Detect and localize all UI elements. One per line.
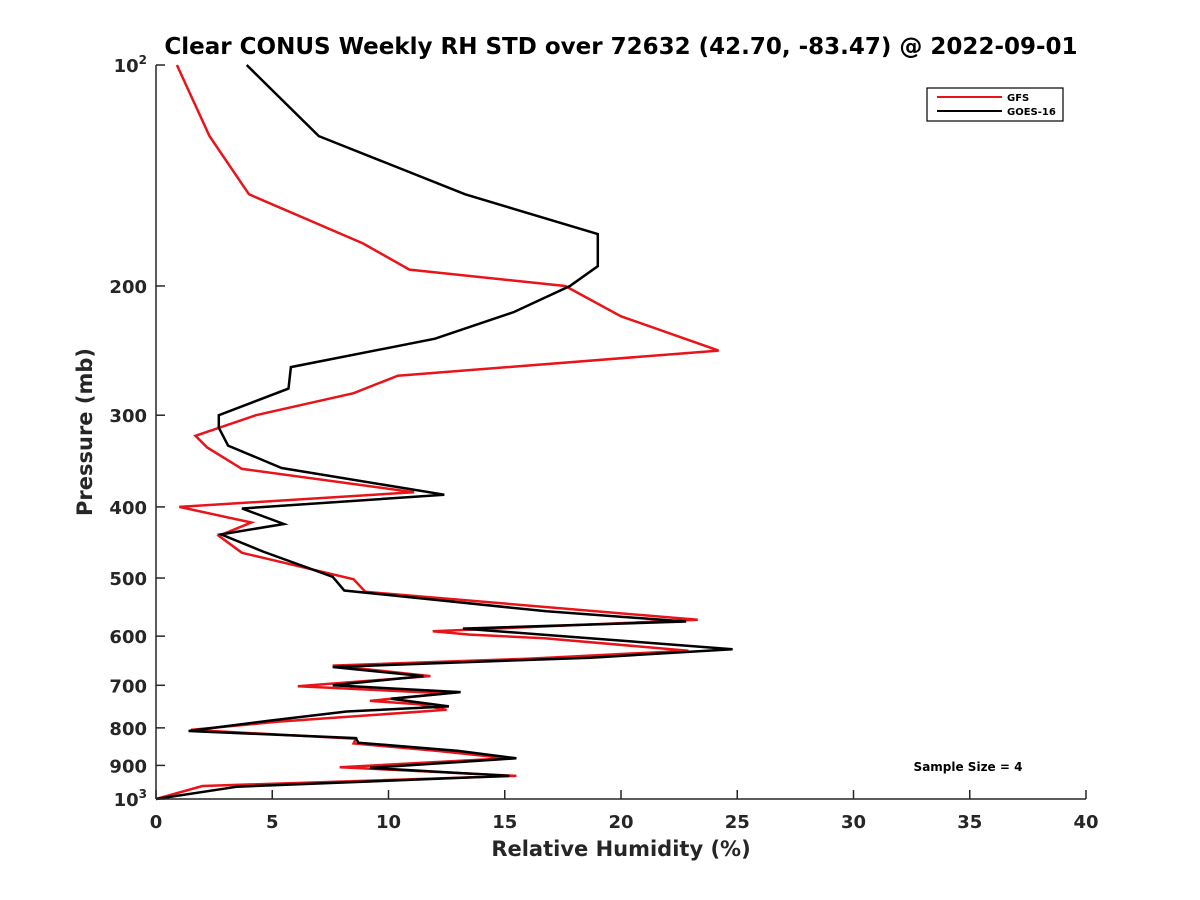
x-tick-label: 30 [841,812,866,833]
y-tick-label: 200 [109,277,147,298]
y-tick-label: 700 [109,676,147,697]
x-tick-label: 5 [266,812,279,833]
x-tick-label: 15 [492,812,517,833]
y-tick-label: 400 [109,498,147,519]
plot-series [155,64,733,801]
sample-size-annotation: Sample Size = 4 [914,760,1023,774]
y-tick-label: 600 [109,627,147,648]
x-tick-label: 0 [150,812,163,833]
y-tick-label: 300 [109,406,147,427]
y-tick-label: 900 [109,756,147,777]
legend-box [926,87,1064,122]
x-ticks: 0 5 10 15 20 25 30 35 40 [150,790,1099,833]
x-tick-label: 10 [376,812,401,833]
x-tick-label: 25 [725,812,750,833]
x-tick-label: 20 [608,812,633,833]
y-axis-label: Pressure (mb) [73,348,97,516]
series-line-goes16 [155,64,733,801]
chart-title: Clear CONUS Weekly RH STD over 72632 (42… [164,34,1077,60]
x-tick-label: 35 [957,812,982,833]
y-tick-label: 500 [109,569,147,590]
y-tick-label: 102 [114,53,147,77]
x-axis-label: Relative Humidity (%) [491,837,750,861]
legend-label-gfs: GFS [1007,93,1029,104]
legend-label-goes16: GOES-16 [1007,107,1056,118]
legend: GFS GOES-16 [926,87,1064,122]
y-ticks: 102 200 300 400 500 600 700 800 900 103 [109,53,165,811]
y-tick-label: 800 [109,719,147,740]
x-tick-label: 40 [1073,812,1098,833]
y-tick-label: 103 [114,787,147,811]
